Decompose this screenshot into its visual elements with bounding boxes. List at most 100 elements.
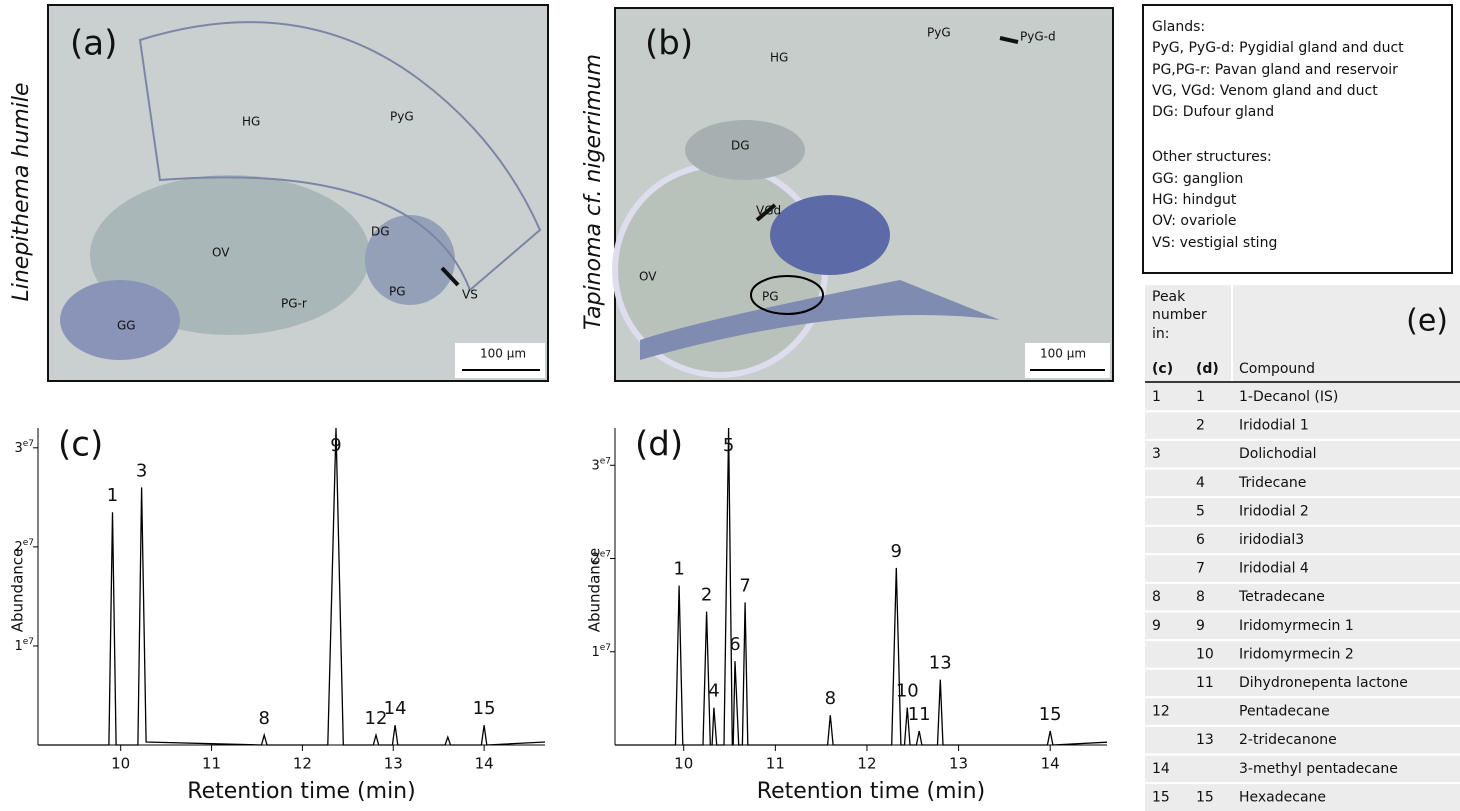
label: GG xyxy=(117,319,136,333)
panel-letter: (c) xyxy=(58,425,103,465)
panel-letter: (d) xyxy=(635,425,683,465)
table-cell: 1 xyxy=(1152,389,1161,405)
tissue xyxy=(685,120,805,180)
peak-label: 7 xyxy=(739,575,750,596)
x-tick-label: 12 xyxy=(857,755,876,773)
table-cell: Dolichodial xyxy=(1239,446,1317,462)
x-tick-label: 14 xyxy=(475,755,494,773)
peak-label: 15 xyxy=(473,698,496,719)
peak-label: 8 xyxy=(825,688,836,709)
panel-letter: (a) xyxy=(70,24,117,64)
table-cell: Pentadecane xyxy=(1239,704,1330,720)
label: DG xyxy=(371,225,390,239)
tissue xyxy=(60,280,180,360)
table-bg xyxy=(1145,285,1460,811)
y-axis-label: Abundance xyxy=(9,548,27,633)
table-cell: iridodial3 xyxy=(1239,532,1304,548)
legend-item: HG: hindgut xyxy=(1152,192,1237,208)
arrow xyxy=(755,203,777,222)
peak-label: 9 xyxy=(330,435,341,456)
tissue-outline xyxy=(138,21,542,292)
label: OV xyxy=(212,246,230,260)
table-cell: 14 xyxy=(1152,761,1170,777)
table-cell: Dihydronepenta lactone xyxy=(1239,675,1408,691)
y-tick-label: 1e7 xyxy=(14,636,34,653)
table-cell: 8 xyxy=(1152,589,1161,605)
table-cell: Hexadecane xyxy=(1239,789,1326,805)
x-tick-label: 13 xyxy=(949,755,968,773)
panel-letter: (b) xyxy=(645,24,693,64)
peak-label: 6 xyxy=(729,634,740,655)
table-cell: 7 xyxy=(1196,561,1205,577)
table-cell: 3 xyxy=(1152,446,1161,462)
y-tick-label: 3e7 xyxy=(14,438,34,455)
table-cell: Iridodial 4 xyxy=(1239,561,1309,577)
peak-label: 3 xyxy=(136,460,147,481)
y-tick-label: 1e7 xyxy=(591,642,611,659)
peak-label: 5 xyxy=(723,435,734,456)
tissue xyxy=(365,215,455,305)
table-cell: 13 xyxy=(1196,732,1214,748)
table-header: (d) xyxy=(1196,361,1219,377)
table-cell: Iridodial 1 xyxy=(1239,418,1309,434)
label: PyG xyxy=(390,110,414,124)
y-tick-label: 2e7 xyxy=(591,549,611,566)
chromatogram xyxy=(38,427,546,746)
scale-box xyxy=(1025,343,1110,378)
label: PG xyxy=(389,285,406,299)
table-cell: Iridomyrmecin 1 xyxy=(1239,618,1354,634)
table-cell: Iridomyrmecin 2 xyxy=(1239,646,1354,662)
label: HG xyxy=(242,115,260,129)
x-tick-label: 11 xyxy=(766,755,785,773)
label: VS xyxy=(462,288,478,302)
peak-label: 10 xyxy=(896,681,919,702)
peak-label: 2 xyxy=(701,585,712,606)
table-cell: 10 xyxy=(1196,646,1214,662)
legend-item: PyG, PyG-d: Pygidial gland and duct xyxy=(1152,40,1404,56)
x-axis-label: Retention time (min) xyxy=(757,779,985,804)
peak-label: 15 xyxy=(1039,704,1062,725)
x-tick-label: 10 xyxy=(111,755,130,773)
highlight xyxy=(750,275,824,315)
label: PyG-d xyxy=(1020,30,1056,44)
x-tick-label: 11 xyxy=(202,755,221,773)
table-cell: Tetradecane xyxy=(1238,589,1325,605)
table-cell: 8 xyxy=(1196,589,1205,605)
peak-label: 13 xyxy=(929,653,952,674)
label: PG-r xyxy=(281,297,307,311)
table-header: (c) xyxy=(1152,361,1173,377)
table-header: Peak xyxy=(1152,289,1186,305)
tissue xyxy=(770,195,890,275)
label: PG xyxy=(762,290,779,304)
table-cell: Iridodial 2 xyxy=(1239,503,1309,519)
y-axis-label: Abundance xyxy=(586,548,604,633)
peak-label: 4 xyxy=(708,681,719,702)
arrow xyxy=(440,266,460,287)
table-cell: 15 xyxy=(1152,789,1170,805)
panel-letter: (e) xyxy=(1406,304,1448,339)
table-cell: 5 xyxy=(1196,503,1205,519)
table-cell: 6 xyxy=(1196,532,1205,548)
table-header: in: xyxy=(1152,326,1169,342)
label: OV xyxy=(639,270,657,284)
peak-label: 12 xyxy=(365,708,388,729)
peak-label: 8 xyxy=(259,708,270,729)
table-cell: 4 xyxy=(1196,475,1205,491)
legend-item: PG,PG-r: Pavan gland and reservoir xyxy=(1152,62,1398,78)
x-tick-label: 14 xyxy=(1041,755,1060,773)
table-cell: 2 xyxy=(1196,418,1205,434)
peak-label: 9 xyxy=(891,541,902,562)
peak-label: 14 xyxy=(384,698,407,719)
label: PyG xyxy=(927,26,951,40)
peak-label: 11 xyxy=(908,704,931,725)
table-cell: 1 xyxy=(1196,389,1205,405)
legend-item: DG: Dufour gland xyxy=(1152,104,1274,120)
table-cell: 12 xyxy=(1152,704,1170,720)
legend-item: VS: vestigial sting xyxy=(1152,235,1277,251)
scale-label: 100 μm xyxy=(480,347,526,361)
table-cell: 3-methyl pentadecane xyxy=(1239,761,1398,777)
arrow xyxy=(999,36,1019,44)
y-tick-label: 2e7 xyxy=(14,537,34,554)
chromatogram xyxy=(615,427,1108,746)
